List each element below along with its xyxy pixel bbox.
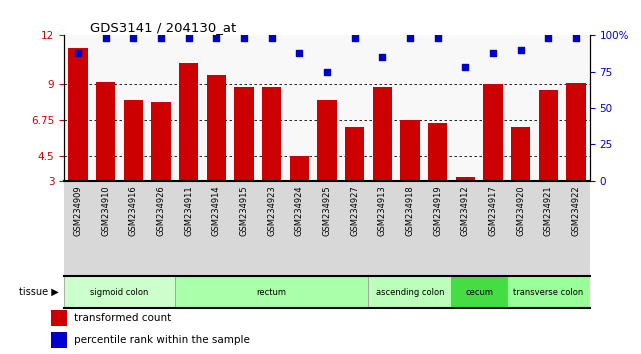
Point xyxy=(349,35,360,41)
Text: transverse colon: transverse colon xyxy=(513,287,583,297)
Text: GSM234915: GSM234915 xyxy=(240,185,249,236)
Bar xyxy=(451,276,507,308)
Bar xyxy=(511,127,530,181)
Bar xyxy=(538,90,558,181)
Bar xyxy=(262,87,281,181)
Bar xyxy=(372,87,392,181)
Text: GSM234920: GSM234920 xyxy=(516,185,525,236)
Text: GSM234924: GSM234924 xyxy=(295,185,304,236)
Bar xyxy=(507,276,590,308)
Point xyxy=(73,50,83,56)
Text: GSM234923: GSM234923 xyxy=(267,185,276,236)
Text: GSM234927: GSM234927 xyxy=(350,185,359,236)
Text: GSM234912: GSM234912 xyxy=(461,185,470,236)
Text: rectum: rectum xyxy=(256,287,287,297)
Text: GSM234914: GSM234914 xyxy=(212,185,221,236)
Text: GSM234919: GSM234919 xyxy=(433,185,442,236)
Text: GDS3141 / 204130_at: GDS3141 / 204130_at xyxy=(90,21,237,34)
Bar xyxy=(51,310,67,326)
Bar xyxy=(317,100,337,181)
Text: GSM234916: GSM234916 xyxy=(129,185,138,236)
Point xyxy=(183,35,194,41)
Bar xyxy=(96,82,115,181)
Text: transformed count: transformed count xyxy=(74,313,171,323)
Point xyxy=(570,35,581,41)
Text: GSM234921: GSM234921 xyxy=(544,185,553,236)
Bar xyxy=(566,83,586,181)
Text: GSM234911: GSM234911 xyxy=(184,185,193,236)
Bar xyxy=(345,127,364,181)
Bar xyxy=(124,100,143,181)
Point xyxy=(156,35,166,41)
Point xyxy=(294,50,304,56)
Text: GSM234922: GSM234922 xyxy=(571,185,580,236)
Point xyxy=(488,50,498,56)
Point xyxy=(404,35,415,41)
Bar xyxy=(68,48,88,181)
Text: GSM234910: GSM234910 xyxy=(101,185,110,236)
Point xyxy=(322,69,332,74)
Bar xyxy=(206,75,226,181)
Point xyxy=(128,35,138,41)
Text: GSM234909: GSM234909 xyxy=(74,185,83,236)
Bar xyxy=(179,63,198,181)
Text: cecum: cecum xyxy=(465,287,493,297)
Text: GSM234917: GSM234917 xyxy=(488,185,497,236)
Point xyxy=(543,35,553,41)
Bar xyxy=(51,332,67,348)
Bar xyxy=(64,276,175,308)
Bar xyxy=(369,276,451,308)
Point xyxy=(101,35,111,41)
Text: GSM234913: GSM234913 xyxy=(378,185,387,236)
Text: tissue ▶: tissue ▶ xyxy=(19,287,59,297)
Text: GSM234926: GSM234926 xyxy=(156,185,165,236)
Bar xyxy=(483,84,503,181)
Text: percentile rank within the sample: percentile rank within the sample xyxy=(74,335,249,345)
Text: GSM234925: GSM234925 xyxy=(322,185,331,236)
Point xyxy=(211,35,221,41)
Bar xyxy=(456,177,475,181)
Bar xyxy=(290,156,309,181)
Point xyxy=(433,35,443,41)
Point xyxy=(377,54,387,60)
Text: GSM234918: GSM234918 xyxy=(405,185,414,236)
Bar xyxy=(151,102,171,181)
Bar xyxy=(234,87,254,181)
Point xyxy=(267,35,277,41)
Point xyxy=(460,64,470,70)
Text: sigmoid colon: sigmoid colon xyxy=(90,287,149,297)
Point xyxy=(239,35,249,41)
Bar xyxy=(400,120,420,181)
Bar xyxy=(428,123,447,181)
Text: ascending colon: ascending colon xyxy=(376,287,444,297)
Bar xyxy=(175,276,369,308)
Point xyxy=(515,47,526,53)
